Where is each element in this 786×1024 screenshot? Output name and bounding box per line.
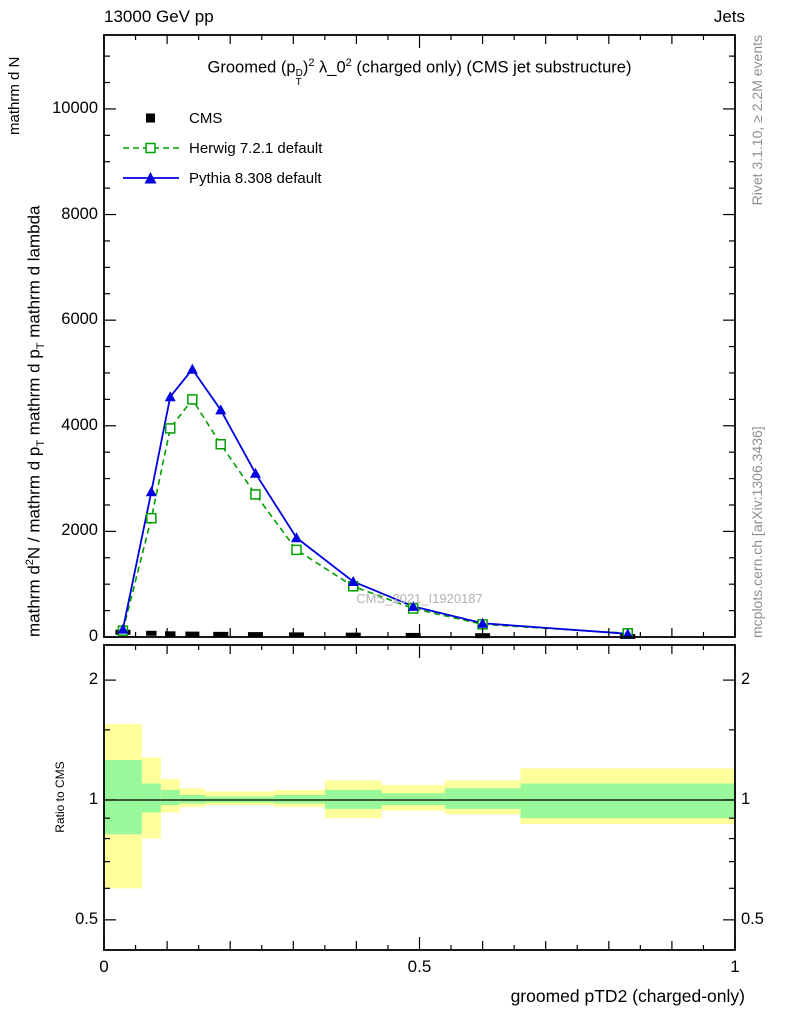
herwig-marker-icon (123, 142, 179, 154)
cms-data-marker (185, 631, 200, 637)
title-pt-sub: T (295, 76, 302, 88)
cms-data-marker (213, 631, 229, 637)
cms-data-marker (247, 632, 263, 638)
x-axis-tick-label: 1 (730, 957, 740, 976)
cms-data-marker (405, 632, 421, 638)
y-label-sup: 2 (24, 559, 36, 566)
ratio-tick-label-left: 2 (88, 670, 98, 689)
ratio-tick-label-left: 0.5 (75, 909, 98, 928)
title-exponent-1: 2 (308, 57, 315, 69)
pythia-marker (186, 363, 198, 374)
y-axis-tick-label: 2000 (61, 521, 98, 540)
legend-item-pythia: Pythia 8.308 default (122, 163, 322, 193)
ratio-band-inner (274, 794, 325, 804)
y-axis-tick-label: 10000 (52, 98, 98, 117)
legend-label-herwig: Herwig 7.2.1 default (189, 139, 323, 157)
pythia-marker (145, 486, 157, 497)
pythia-marker (477, 617, 489, 628)
ratio-band-inner (381, 793, 445, 806)
ratio-band-inner (104, 760, 142, 835)
herwig-marker (187, 394, 198, 405)
pythia-marker (407, 600, 419, 611)
herwig-marker (165, 423, 176, 434)
herwig-marker (250, 489, 261, 500)
y-axis-label: mathrm d2N / mathrm d pT mathrm d pT mat… (24, 35, 47, 637)
y-axis-tick-label: 4000 (61, 415, 98, 434)
pythia-marker (249, 467, 261, 478)
ratio-band-inner (179, 794, 205, 804)
y-label-sub-1: T (35, 439, 48, 447)
pythia-marker (164, 391, 176, 402)
title-prefix: Groomed (p (207, 58, 296, 77)
ratio-band-inner (160, 789, 180, 806)
beam-energy-label: 13000 GeV pp (104, 7, 214, 26)
pythia-marker (117, 623, 129, 634)
ratio-tick-label-right: 1 (741, 789, 751, 808)
cms-marker-icon (146, 113, 155, 123)
pythia-marker (347, 576, 359, 587)
y-axis-tick-label: 0 (88, 627, 98, 645)
y-label-part-2: N / mathrm d p (24, 446, 44, 560)
legend-item-herwig: Herwig 7.2.1 default (122, 133, 322, 163)
ratio-tick-label-left: 1 (88, 789, 98, 808)
ratio-tick-label-right: 0.5 (741, 909, 764, 928)
mcplots-citation-note: mcplots.cern.ch [arXiv:1306.3436] (749, 426, 765, 638)
cms-data-marker (165, 631, 176, 637)
cms-data-marker (345, 632, 361, 638)
pythia-marker-icon (123, 172, 179, 184)
x-axis-title: groomed pTD2 (charged-only) (510, 986, 745, 1006)
rivet-version-note: Rivet 3.1.10, ≥ 2.2M events (749, 35, 765, 206)
plot-title: Groomed (p D T)2 λ_02 (charged only) (CMS … (104, 57, 735, 87)
legend-label-cms: CMS (189, 109, 223, 127)
herwig-marker (215, 439, 226, 450)
x-axis-tick-label: 0.5 (407, 957, 432, 976)
y-axis-tick-label: 6000 (61, 310, 98, 329)
ratio-band-inner (444, 788, 521, 809)
ratio-band-inner (520, 783, 735, 819)
cms-data-marker (146, 630, 157, 636)
title-pt-sup: D (295, 67, 303, 79)
pythia-marker (290, 532, 302, 543)
legend-item-cms: CMS (122, 103, 322, 133)
x-axis-tick-label: 0 (99, 957, 109, 976)
legend-label-pythia: Pythia 8.308 default (189, 169, 322, 187)
title-lambda: λ_0 (314, 58, 346, 77)
y-axis-tick-label: 8000 (61, 204, 98, 223)
analysis-group-label: Jets (713, 7, 745, 26)
herwig-marker (291, 544, 302, 556)
pythia-marker (215, 404, 227, 415)
legend: CMS Herwig 7.2.1 default Pythia 8.308 de… (122, 103, 322, 193)
title-exponent-2: 2 (345, 57, 352, 69)
analysis-id-watermark: CMS_2021_I1920187 (356, 591, 483, 606)
title-suffix: (charged only) (CMS jet substructure) (351, 58, 632, 77)
y-axis-corner-label: mathrm d N (6, 56, 23, 135)
title-paren: ) (302, 58, 309, 77)
herwig-marker (146, 512, 157, 524)
herwig-curve (122, 397, 628, 635)
y-label-sub-2: T (35, 342, 48, 350)
pythia-marker (622, 628, 634, 639)
ratio-tick-label-right: 2 (741, 670, 751, 689)
cms-data-marker (288, 632, 304, 638)
ratio-band-inner (141, 783, 161, 813)
